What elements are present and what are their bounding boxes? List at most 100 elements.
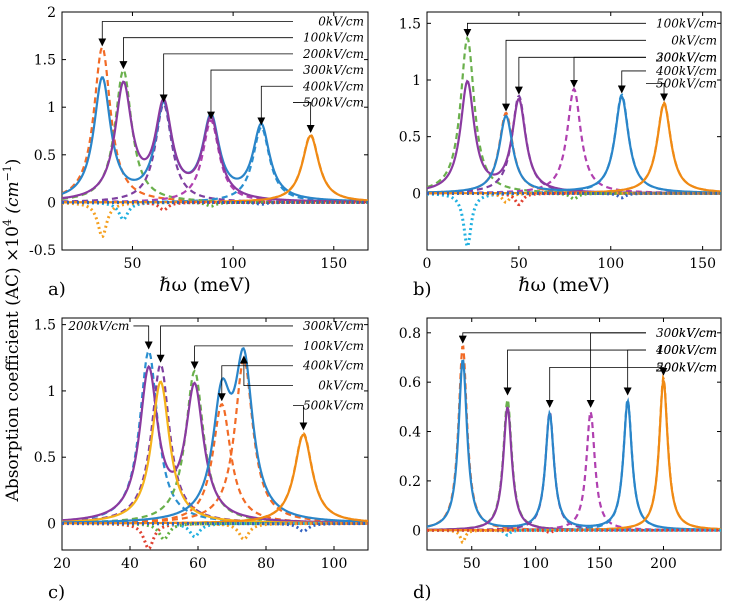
x-tick-label: 100 (522, 556, 549, 572)
y-tick-label: 1 (412, 73, 421, 89)
annotation-arrow (156, 325, 293, 363)
annotation-arrow (119, 37, 293, 70)
annotation-arrow (545, 366, 646, 408)
annotation-label: 300kV/cm (303, 63, 364, 77)
annotation-label: 400kV/cm (302, 79, 364, 93)
annotation-arrow (190, 345, 293, 370)
series-0kV/cm (62, 46, 368, 204)
annotation-arrow (586, 332, 646, 408)
plot-frame (61, 317, 369, 551)
annotation-arrow (133, 325, 153, 350)
annotation-label: 0kV/cm (318, 379, 364, 393)
annotation-label: 200kV/cm (302, 47, 364, 61)
annotation-label: 100kV/cm (656, 16, 717, 30)
y-axis-label: Absorption coefficient (AC) ×104 (cm−1) (1, 159, 23, 503)
x-tick-label: 150 (320, 256, 347, 272)
annotation-arrow (503, 349, 646, 396)
annotation-label: 500kV/cm (303, 398, 364, 412)
x-tick-label: 100 (220, 256, 247, 272)
y-tick-label: 0 (47, 516, 56, 532)
x-axis-label: ℏω (meV) (518, 274, 610, 296)
series-dotted-5 (62, 521, 368, 533)
panel-d: 50 100 150 200 0 0.2 0.4 0.6 0.8 0kV/cm 100kV/cm 20… (399, 317, 722, 603)
panel-c: 20 40 60 80 100 0 0.5 1 1.5 200kV/cm 300kV/cm 100kV… (34, 317, 369, 603)
panel-b: 0 50 100 150 0 0.5 1 1.5 100kV/cm 0kV/cm 200kV/cm3… (399, 11, 722, 300)
annotation-label: 100kV/cm (303, 31, 364, 45)
y-tick-label: 1.5 (399, 16, 421, 32)
series-solid-blue (427, 359, 721, 531)
series-dotted-3 (427, 191, 721, 207)
annotation-arrow (206, 69, 293, 120)
series-solid-blue (427, 95, 721, 194)
annotation-arrow (646, 366, 668, 376)
x-tick-label: 20 (53, 556, 71, 572)
annotation-arrow (257, 85, 293, 126)
panel-label: b) (413, 279, 432, 300)
y-tick-label: 0.6 (399, 375, 421, 391)
y-tick-label: 1.5 (34, 318, 56, 334)
annotation-arrow (239, 355, 293, 387)
y-tick-label: 0 (412, 523, 421, 539)
series-dotted-1 (62, 200, 368, 238)
x-tick-label: 100 (597, 256, 624, 272)
series-0kV/cm (427, 111, 721, 195)
y-tick-label: 0.5 (399, 130, 421, 146)
y-tick-label: 0.2 (399, 474, 421, 490)
series-500kV/cm (62, 133, 368, 204)
annotation-label: 0kV/cm (318, 15, 364, 29)
annotation-arrow (617, 70, 646, 94)
annotation-arrow (293, 405, 308, 431)
annotation-arrow (514, 56, 646, 95)
series-500kV/cm (427, 373, 721, 532)
annotation-label: 200kV/cm (67, 319, 129, 333)
series-100kV/cm (427, 36, 721, 195)
panel-label: d) (413, 582, 432, 603)
annotation-label: 100kV/cm (656, 343, 717, 357)
y-tick-label: 0.5 (34, 148, 56, 164)
x-tick-label: 50 (124, 256, 142, 272)
annotation-label: 200kV/cm (655, 50, 717, 64)
x-axis-label: ℏω (meV) (159, 274, 251, 296)
panel-label: c) (48, 582, 65, 603)
series-dotted-1 (62, 522, 368, 550)
annotation-label: 500kV/cm (656, 76, 717, 90)
y-tick-label: 0.5 (34, 450, 56, 466)
y-tick-label: 1 (47, 384, 56, 400)
annotation-label: 0kV/cm (671, 326, 717, 340)
y-tick-label: 0.8 (399, 326, 421, 342)
y-tick-label: 2 (47, 5, 56, 21)
annotation-label: 400kV/cm (302, 359, 364, 373)
series-solid-blue (62, 346, 368, 524)
series-dotted-1 (427, 528, 721, 544)
series-dotted-3 (427, 528, 721, 535)
annotation-arrow (646, 83, 669, 102)
y-tick-label: 0.4 (399, 425, 421, 441)
series-solid-orange (427, 102, 721, 195)
x-tick-label: 150 (586, 556, 613, 572)
x-tick-label: 60 (189, 556, 207, 572)
x-tick-label: 100 (321, 556, 348, 572)
panel-label: a) (48, 279, 66, 300)
annotation-arrow (463, 22, 646, 37)
annotation-label: 300kV/cm (656, 326, 717, 340)
x-tick-label: 80 (257, 556, 275, 572)
y-tick-label: -0.5 (29, 243, 56, 259)
series-500kV/cm (427, 100, 721, 195)
series-dotted-5 (62, 200, 368, 206)
y-tick-label: 1.5 (34, 53, 56, 69)
annotation-arrow (98, 21, 293, 47)
annotation-label: 500kV/cm (656, 360, 717, 374)
x-tick-label: 150 (689, 256, 716, 272)
annotation-label: 100kV/cm (303, 339, 364, 353)
series-400kV/cm (427, 93, 721, 195)
x-tick-label: 50 (463, 556, 481, 572)
annotation-arrow (293, 102, 315, 133)
annotation-label: 200kV/cm (655, 360, 717, 374)
annotation-label: 300kV/cm (656, 50, 717, 64)
series-solid-purple (427, 79, 721, 195)
annotation-label: 300kV/cm (303, 319, 364, 333)
annotation-arrow (570, 56, 646, 88)
series-dotted-2 (62, 200, 368, 222)
plot-frame (61, 11, 369, 251)
annotation-label: 500kV/cm (303, 95, 364, 109)
